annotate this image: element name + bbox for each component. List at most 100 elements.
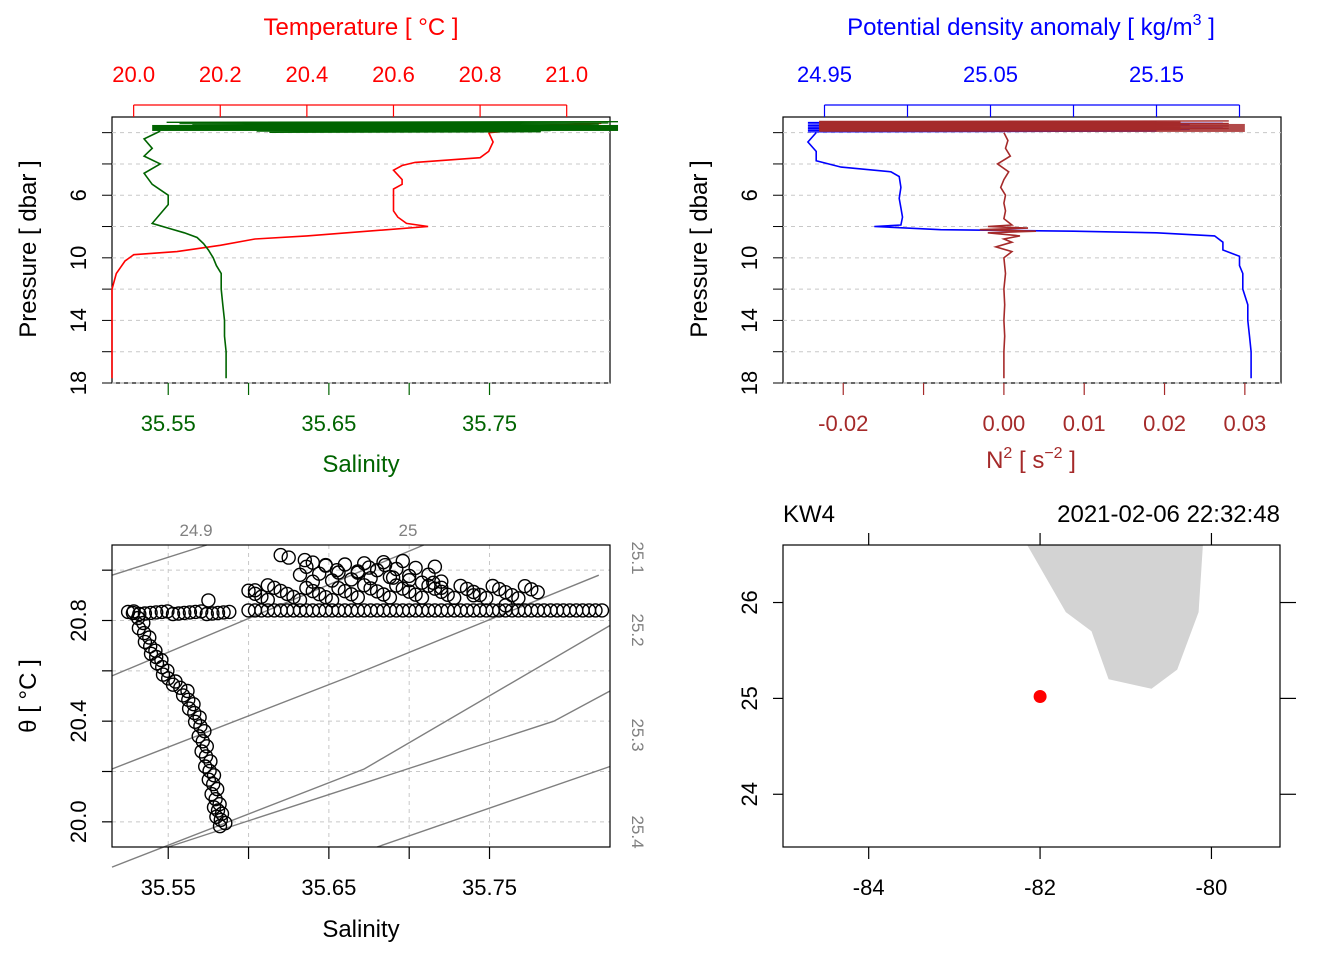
ts-point <box>175 688 191 703</box>
ts-point <box>312 586 327 602</box>
longitude-tick-label: -80 <box>1196 875 1228 900</box>
ts-point <box>247 583 263 598</box>
ts-point <box>324 593 340 608</box>
pressure-tick-label: 10 <box>66 246 91 270</box>
ts-point <box>376 587 391 602</box>
ts-point <box>136 625 152 641</box>
ts-point <box>206 768 222 783</box>
ts-point <box>182 605 198 620</box>
ts-point <box>389 578 404 593</box>
ts-point <box>466 588 481 603</box>
temperature-profile-line <box>111 132 494 379</box>
isopycnal-label-right: 25.3 <box>628 718 647 751</box>
ts-point <box>498 598 513 613</box>
temperature-tick-label: 20.8 <box>459 62 502 87</box>
ts-diagram-panel: 35.55 35.65 35.75 20.0 20.4 20.8 24.9 25 25.1 25.… <box>15 521 647 943</box>
ts-point <box>426 575 441 590</box>
ts-point <box>408 587 423 602</box>
ts-point <box>194 744 209 759</box>
ts-point <box>160 663 175 678</box>
p2-ticks: 24.95 25.05 25.15 -0.02 0.00 0.01 0.02 0.03 6 10 1… <box>737 62 1266 436</box>
density-profile-line <box>806 132 1252 379</box>
p1-lines <box>111 120 619 379</box>
ts-point <box>260 578 275 593</box>
ts-point <box>125 605 141 621</box>
ts-point <box>191 729 206 744</box>
pressure-tick-label: 10 <box>737 246 762 270</box>
ts-point <box>173 680 188 695</box>
ts-point <box>247 586 263 601</box>
ts-point <box>279 586 295 602</box>
ts-point <box>192 710 207 725</box>
ts-point <box>273 583 288 599</box>
ts-point <box>208 792 223 807</box>
ts-theta-tick-label: 20.0 <box>66 800 91 843</box>
ts-point <box>350 590 365 605</box>
ts-point <box>137 634 153 650</box>
ts-point <box>199 606 215 622</box>
ts-point <box>197 759 213 774</box>
station-datetime: 2021-02-06 22:32:48 <box>1057 501 1280 528</box>
latitude-tick-label: 26 <box>737 590 762 614</box>
salinity-surface-band <box>152 124 619 131</box>
density-tick-label: 25.15 <box>1129 62 1184 87</box>
ts-salinity-tick-label: 35.75 <box>462 875 517 900</box>
ts-point <box>344 587 359 602</box>
longitude-tick-label: -82 <box>1024 875 1056 900</box>
ts-point <box>187 705 202 721</box>
longitude-tick-label: -84 <box>853 875 885 900</box>
p4-land <box>1027 545 1203 703</box>
ts-point <box>447 590 462 606</box>
n2-title-end: ] <box>1063 447 1076 474</box>
ts-point <box>204 786 219 802</box>
ts-point <box>201 772 217 787</box>
ts-point <box>369 584 385 599</box>
station-name: KW4 <box>783 501 835 528</box>
ts-point <box>427 559 443 574</box>
ts-point <box>193 719 208 734</box>
isopycnal-label-right: 25.2 <box>628 613 647 646</box>
temperature-axis-title: Temperature [ °C ] <box>264 14 459 41</box>
isopycnal-line <box>111 624 611 868</box>
p1-pressure-axis-title: Pressure [ dbar ] <box>15 160 42 337</box>
isopycnal-line <box>167 690 611 848</box>
ts-salinity-axis-title: Salinity <box>322 916 399 943</box>
latitude-tick-label: 24 <box>737 782 762 806</box>
ts-point <box>434 580 449 595</box>
ts-point <box>177 605 192 621</box>
ts-point <box>385 570 401 585</box>
density-axis-title: Potential density anomaly [ kg/m3 ] <box>847 12 1215 41</box>
ts-point <box>594 603 610 618</box>
temperature-salinity-panel: 20.0 20.2 20.4 20.6 20.8 21.0 35.55 35.65 35.75 6… <box>15 14 619 478</box>
ts-point <box>241 583 256 598</box>
ts-point <box>181 701 197 716</box>
n2-title-sup: 2 <box>1003 445 1012 462</box>
ts-point <box>188 604 203 620</box>
latitude-tick-label: 25 <box>737 686 762 710</box>
ts-point <box>402 584 417 599</box>
n2-title-sup2: −2 <box>1044 445 1062 462</box>
ts-point <box>492 581 507 597</box>
density-n2-panel: 24.95 25.05 25.15 -0.02 0.00 0.01 0.02 0.03 6 10 1… <box>686 12 1282 474</box>
n2-tick-label: 0.02 <box>1143 411 1186 436</box>
ts-point <box>337 584 353 599</box>
ts-theta-axis-title: θ [ °C ] <box>15 659 42 733</box>
ts-point <box>130 610 146 626</box>
station-map-panel: -84 -82 -80 24 25 26 KW4 2021-02-06 22:32:48 <box>737 501 1296 900</box>
ts-point <box>292 592 308 608</box>
ts-point <box>305 583 320 599</box>
ts-point <box>408 560 423 576</box>
ts-point <box>180 683 195 699</box>
isopycnal-line <box>111 544 208 576</box>
ts-theta-tick-label: 20.4 <box>66 700 91 743</box>
isopycnal-label-top: 25 <box>399 521 418 540</box>
p4-ticks: -84 -82 -80 24 25 26 <box>737 533 1296 900</box>
ts-point <box>186 697 201 712</box>
ts-salinity-tick-label: 35.55 <box>141 875 196 900</box>
ts-point <box>530 585 545 600</box>
temperature-tick-label: 20.0 <box>112 62 155 87</box>
ts-point <box>165 606 181 622</box>
p2-lines <box>806 120 1252 379</box>
ts-point <box>154 604 170 620</box>
